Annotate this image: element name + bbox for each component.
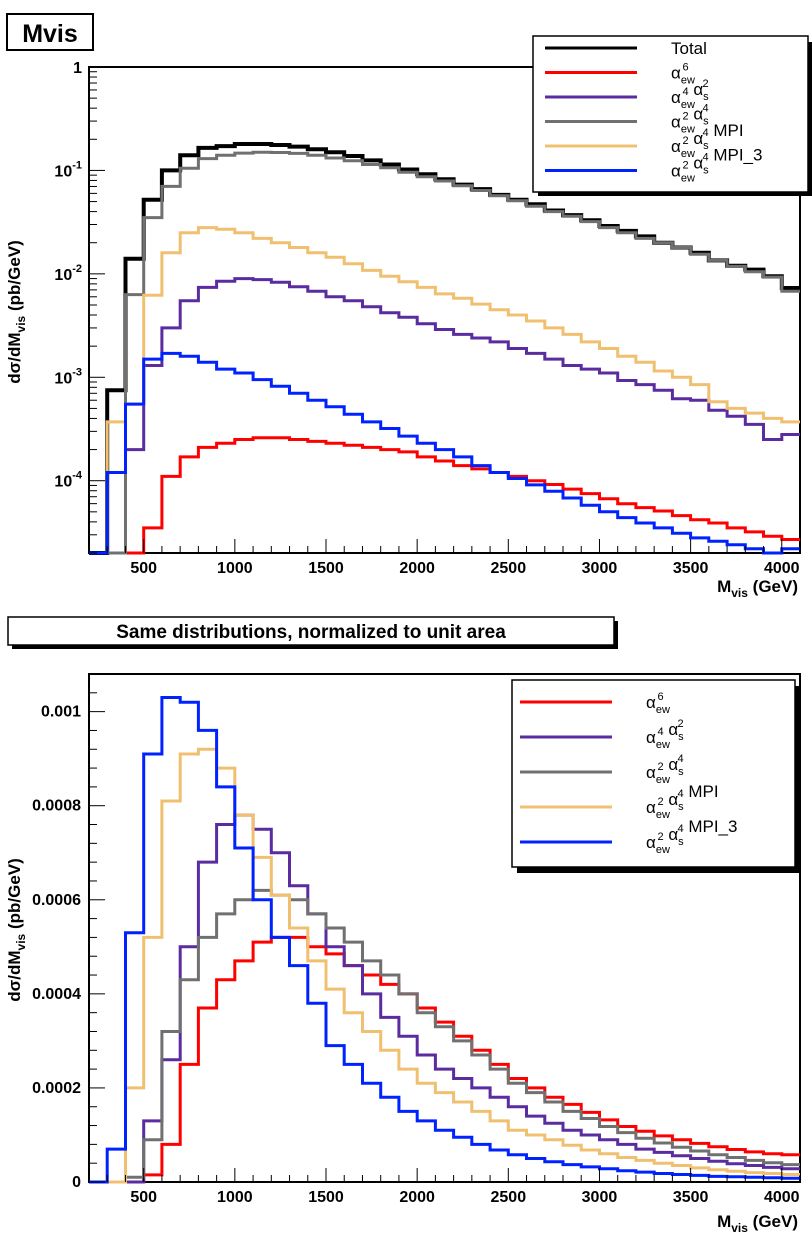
chart-1-y-tick-label: 10-1: [54, 159, 82, 180]
chart-1: Mvis 500 1000 1500 2000 2500 3000 3500 4000 10-…: [5, 13, 812, 600]
chart-2-x-tick-label: 1000: [217, 1189, 253, 1206]
chart-1-legend-label: Total: [671, 39, 707, 58]
chart-1-legend-label: αew2 αs4: [671, 103, 709, 136]
chart-2-y-axis: 0 0.0002 0.0004 0.0006 0.0008 0.001: [32, 673, 105, 1191]
chart-1-legend-label: αew2 αs4 MPI_3: [671, 146, 762, 185]
chart-1-legend-label: αew6: [671, 62, 695, 87]
chart-1-y-axis: 10-4 10-3 10-2 10-1 1: [54, 60, 105, 554]
chart-1-y-tick-label: 10-3: [54, 366, 82, 387]
chart-2-legend-label: αew2 αs4 MPI: [646, 782, 719, 821]
chart-2-y-tick-label: 0.001: [41, 704, 81, 721]
chart-1-legend-box: [532, 35, 809, 193]
chart-1-legend-label: αew4 αs2: [671, 78, 709, 111]
chart-2: Same distributions, normalized to unit a…: [5, 616, 801, 1234]
chart-1-x-tick-label: 2000: [399, 560, 435, 577]
chart-1-series: [89, 142, 800, 555]
chart-2-x-axis-label: Mvis (GeV): [717, 1212, 798, 1234]
chart-2-x-tick-label: 4000: [764, 1189, 800, 1206]
chart-2-legend-label: αew2 αs4: [646, 753, 684, 786]
chart-1-series-4-line: [89, 150, 800, 555]
chart-2-x-tick-label: 3500: [673, 1189, 709, 1206]
chart-2-title: Same distributions, normalized to unit a…: [116, 622, 506, 643]
chart-2-y-tick-label: 0.0002: [32, 1080, 81, 1097]
chart-2-series: [89, 696, 800, 1184]
chart-1-x-tick-label: 1500: [308, 560, 344, 577]
chart-1-x-tick-label: 2500: [491, 560, 527, 577]
chart-2-x-tick-label: 2000: [399, 1189, 435, 1206]
chart-1-series-3-line: [89, 277, 800, 555]
chart-1-y-tick-label: 1: [73, 60, 82, 77]
chart-2-series-3-line: [89, 888, 800, 1184]
chart-1-x-axis-label: Mvis (GeV): [717, 577, 798, 600]
chart-1-series-1-line: [89, 142, 800, 555]
chart-1-title: Mvis: [22, 20, 78, 48]
chart-2-frame: [88, 673, 801, 1183]
chart-1-series-6-line: [89, 351, 800, 555]
chart-2-legend-label: αew4 αs2: [646, 718, 684, 751]
chart-1-title-box: [6, 13, 94, 51]
chart-2-legend-label: αew6: [646, 691, 670, 716]
chart-1-legend-label: αew2 αs4 MPI: [671, 121, 744, 160]
chart-1-y-axis-label: dσ/dMvis (pb/GeV): [5, 240, 28, 384]
chart-2-series-2-line: [89, 813, 800, 1184]
chart-1-x-tick-label: 4000: [764, 560, 800, 577]
chart-2-x-tick-label: 1500: [308, 1189, 344, 1206]
chart-2-y-tick-label: 0: [72, 1174, 81, 1191]
chart-2-x-tick-label: 500: [130, 1189, 157, 1206]
chart-2-title-box: [7, 616, 615, 646]
chart-2-x-axis: 500 1000 1500 2000 2500 3000 3500 4000: [106, 1168, 801, 1206]
chart-1-x-tick-label: 3000: [582, 560, 618, 577]
chart-1-series-5-line: [89, 226, 800, 555]
chart-1-y-tick-label: 10-2: [54, 263, 82, 284]
chart-2-series-5-line: [89, 696, 800, 1184]
chart-2-y-axis-label: dσ/dMvis (pb/GeV): [5, 858, 28, 1002]
chart-2-legend-label: αew2 αs4 MPI_3: [646, 817, 737, 856]
chart-2-y-tick-label: 0.0006: [32, 892, 81, 909]
chart-2-series-1-line: [89, 935, 800, 1184]
chart-1-x-axis: 500 1000 1500 2000 2500 3000 3500 4000: [106, 539, 801, 577]
chart-1-x-tick-label: 3500: [673, 560, 709, 577]
chart-2-y-tick-label: 0.0008: [32, 798, 81, 815]
chart-1-frame: [88, 66, 801, 554]
chart-2-x-tick-label: 2500: [491, 1189, 527, 1206]
chart-1-series-2-line: [89, 436, 800, 555]
chart-2-x-tick-label: 3000: [582, 1189, 618, 1206]
chart-1-x-tick-label: 500: [130, 560, 157, 577]
chart-1-x-tick-label: 1000: [217, 560, 253, 577]
chart-1-y-tick-label: 10-4: [54, 470, 82, 491]
chart-2-y-tick-label: 0.0004: [32, 986, 81, 1003]
